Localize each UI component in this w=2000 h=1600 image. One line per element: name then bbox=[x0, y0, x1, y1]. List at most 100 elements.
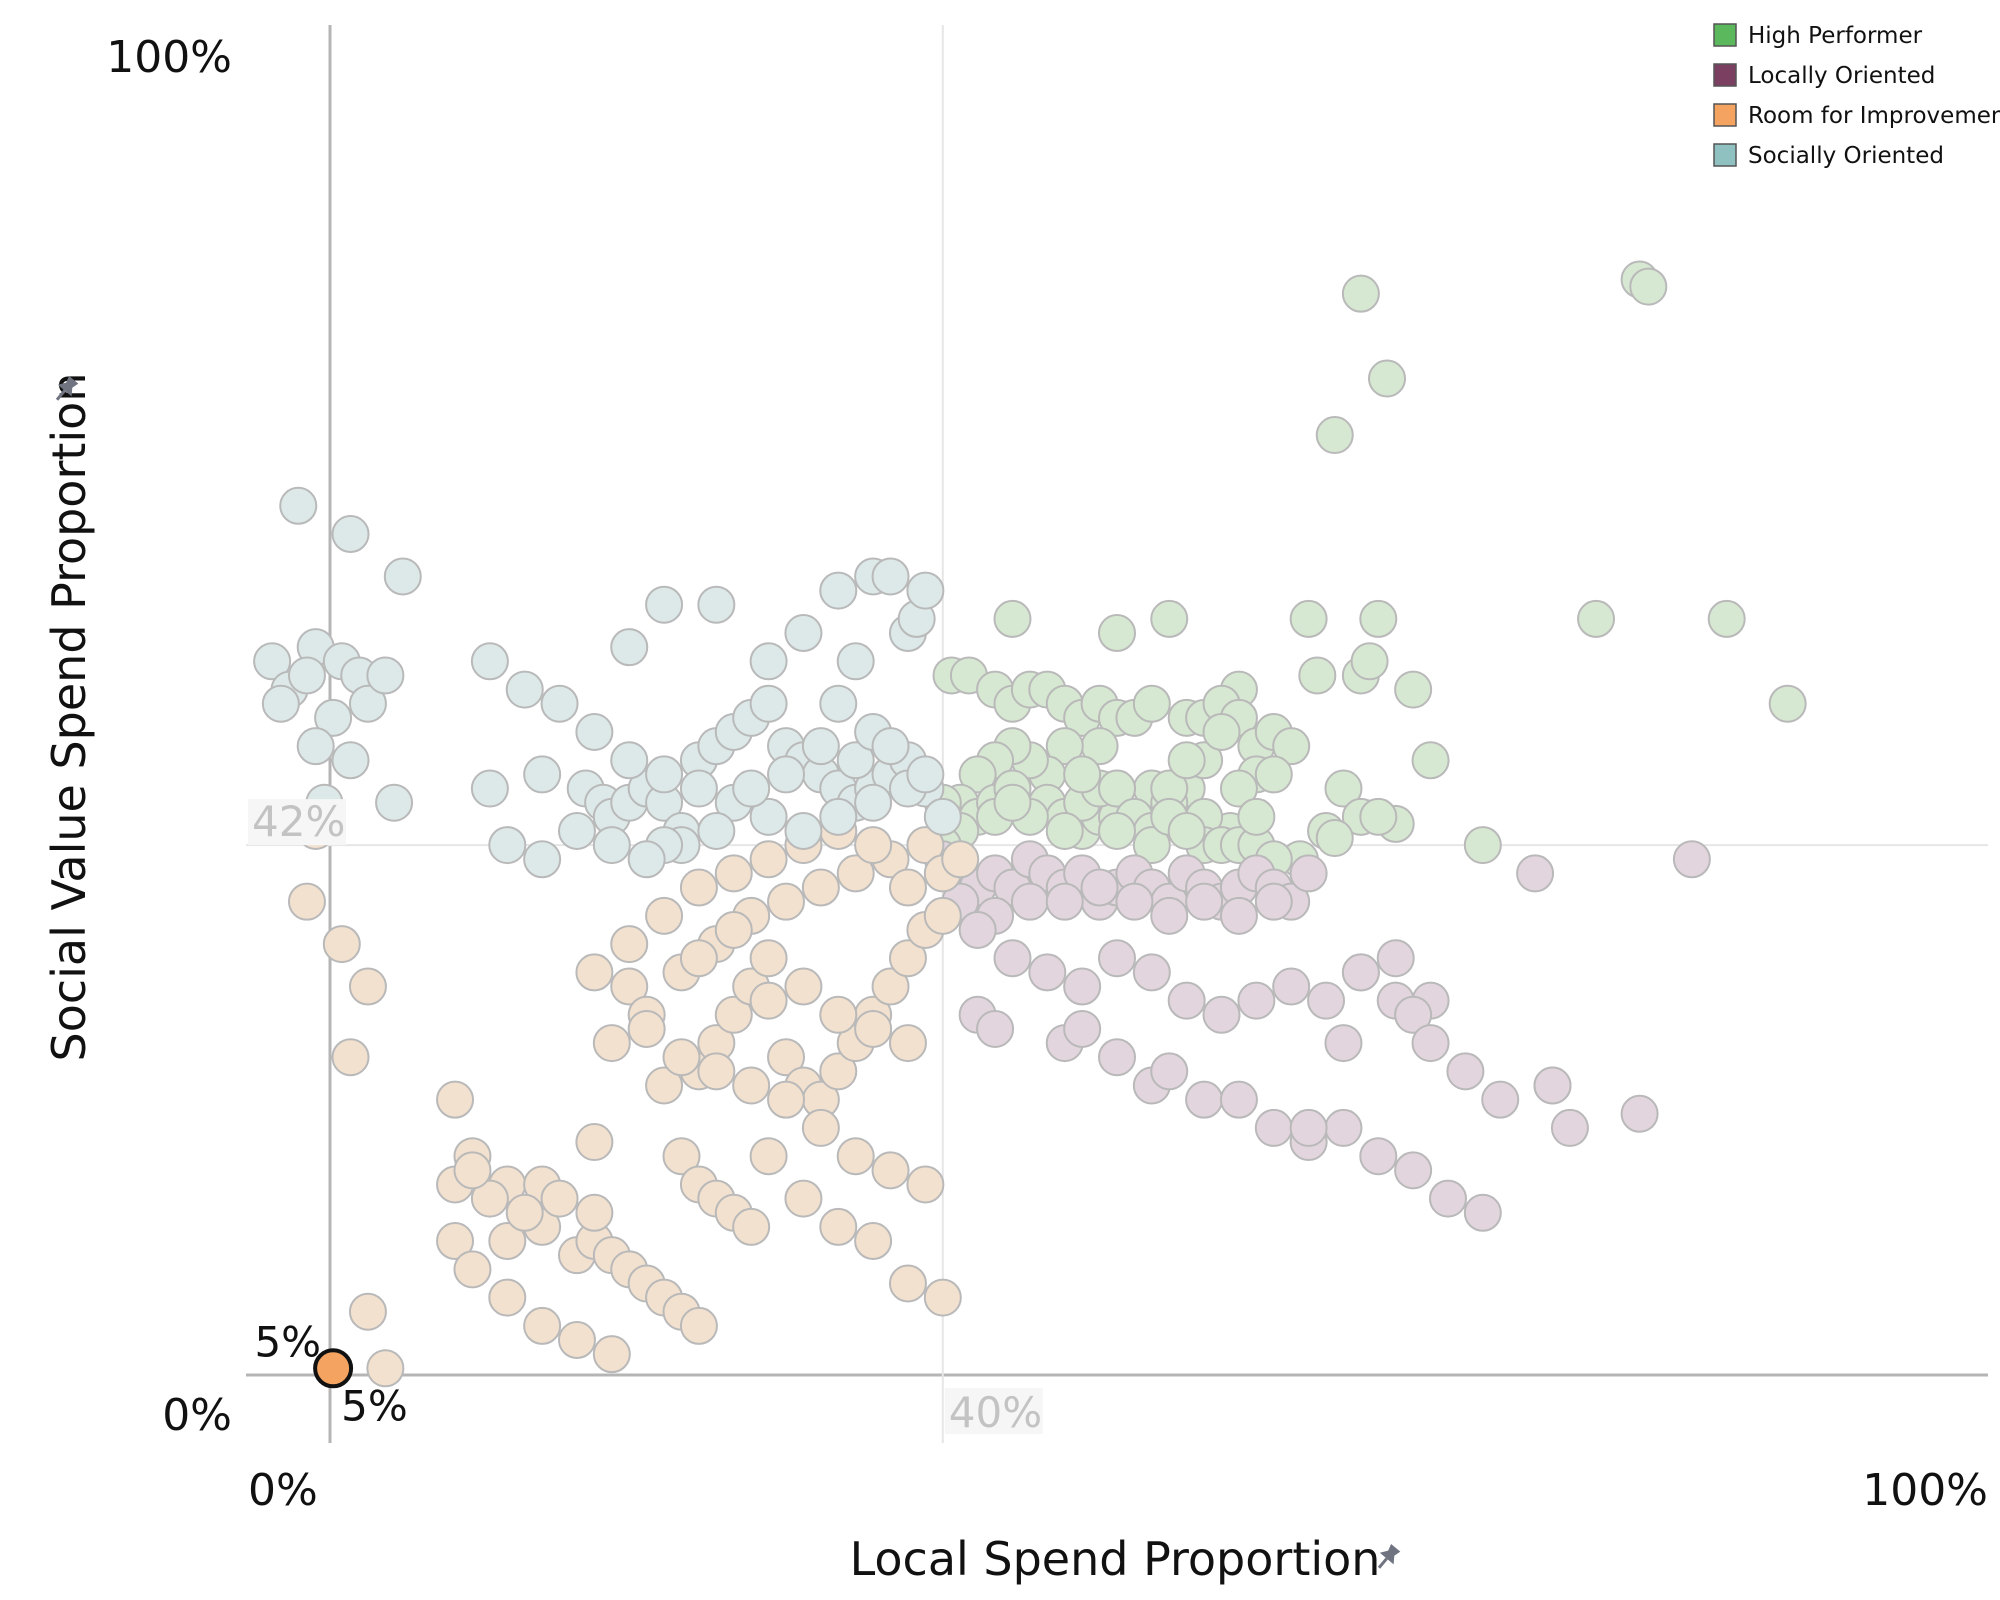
point-room-for-improvement[interactable] bbox=[436, 1222, 475, 1261]
point-room-for-improvement[interactable] bbox=[627, 1009, 666, 1048]
point-room-for-improvement[interactable] bbox=[906, 826, 945, 865]
point-room-for-improvement[interactable] bbox=[697, 1052, 736, 1091]
point-locally-oriented[interactable] bbox=[1289, 854, 1328, 893]
point-socially-oriented[interactable] bbox=[749, 642, 788, 681]
point-room-for-improvement[interactable] bbox=[645, 896, 684, 935]
point-locally-oriented[interactable] bbox=[1550, 1108, 1589, 1147]
point-room-for-improvement[interactable] bbox=[322, 925, 361, 964]
point-room-for-improvement[interactable] bbox=[854, 1222, 893, 1261]
point-socially-oriented[interactable] bbox=[287, 656, 326, 695]
point-locally-oriented[interactable] bbox=[1028, 953, 1067, 992]
point-room-for-improvement[interactable] bbox=[801, 1108, 840, 1147]
point-locally-oriented[interactable] bbox=[1063, 967, 1102, 1006]
legend-item-high-performer[interactable]: High Performer bbox=[1713, 23, 1923, 49]
point-socially-oriented[interactable] bbox=[470, 642, 509, 681]
point-room-for-improvement[interactable] bbox=[888, 1264, 927, 1303]
point-room-for-improvement[interactable] bbox=[923, 896, 962, 935]
point-room-for-improvement[interactable] bbox=[348, 967, 387, 1006]
point-socially-oriented[interactable] bbox=[732, 769, 771, 808]
point-locally-oriented[interactable] bbox=[1150, 896, 1189, 935]
point-room-for-improvement[interactable] bbox=[575, 953, 614, 992]
point-locally-oriented[interactable] bbox=[1185, 882, 1224, 921]
point-socially-oriented[interactable] bbox=[279, 486, 318, 525]
point-room-for-improvement[interactable] bbox=[784, 1179, 823, 1218]
point-room-for-improvement[interactable] bbox=[714, 854, 753, 893]
point-high-performer[interactable] bbox=[1577, 599, 1616, 638]
point-socially-oriented[interactable] bbox=[645, 755, 684, 794]
point-high-performer[interactable] bbox=[1350, 642, 1389, 681]
point-room-for-improvement[interactable] bbox=[662, 1137, 701, 1176]
point-socially-oriented[interactable] bbox=[383, 557, 422, 596]
point-room-for-improvement[interactable] bbox=[819, 1052, 858, 1091]
point-socially-oriented[interactable] bbox=[871, 727, 910, 766]
point-room-for-improvement[interactable] bbox=[749, 840, 788, 879]
point-room-for-improvement[interactable] bbox=[662, 1038, 701, 1077]
point-socially-oriented[interactable] bbox=[540, 684, 579, 723]
point-high-performer[interactable] bbox=[1167, 741, 1206, 780]
point-locally-oriented[interactable] bbox=[1080, 868, 1119, 907]
point-high-performer[interactable] bbox=[1045, 727, 1084, 766]
point-room-for-improvement[interactable] bbox=[836, 1137, 875, 1176]
point-room-for-improvement[interactable] bbox=[557, 1321, 596, 1360]
point-socially-oriented[interactable] bbox=[331, 515, 370, 554]
point-locally-oriented[interactable] bbox=[1045, 882, 1084, 921]
point-room-for-improvement[interactable] bbox=[453, 1250, 492, 1289]
point-locally-oriented[interactable] bbox=[1307, 981, 1346, 1020]
point-socially-oriented[interactable] bbox=[801, 727, 840, 766]
point-high-performer[interactable] bbox=[1167, 811, 1206, 850]
legend-item-locally-oriented[interactable]: Locally Oriented bbox=[1713, 63, 1935, 89]
point-socially-oriented[interactable] bbox=[871, 557, 910, 596]
point-room-for-improvement[interactable] bbox=[784, 967, 823, 1006]
point-room-for-improvement[interactable] bbox=[923, 1278, 962, 1317]
point-locally-oriented[interactable] bbox=[1010, 882, 1049, 921]
point-room-for-improvement[interactable] bbox=[453, 1151, 492, 1190]
point-locally-oriented[interactable] bbox=[1428, 1179, 1467, 1218]
point-locally-oriented[interactable] bbox=[1237, 981, 1276, 1020]
point-room-for-improvement[interactable] bbox=[732, 1066, 771, 1105]
point-locally-oriented[interactable] bbox=[1272, 967, 1311, 1006]
point-room-for-improvement[interactable] bbox=[679, 868, 718, 907]
point-high-performer[interactable] bbox=[1463, 826, 1502, 865]
point-room-for-improvement[interactable] bbox=[941, 840, 980, 879]
point-room-for-improvement[interactable] bbox=[871, 967, 910, 1006]
point-socially-oriented[interactable] bbox=[610, 628, 649, 667]
point-room-for-improvement[interactable] bbox=[767, 1080, 806, 1119]
point-socially-oriented[interactable] bbox=[836, 642, 875, 681]
point-socially-oriented[interactable] bbox=[557, 811, 596, 850]
point-locally-oriented[interactable] bbox=[1132, 953, 1171, 992]
point-socially-oriented[interactable] bbox=[906, 571, 945, 610]
point-high-performer[interactable] bbox=[993, 599, 1032, 638]
point-socially-oriented[interactable] bbox=[854, 783, 893, 822]
point-high-performer[interactable] bbox=[1132, 684, 1171, 723]
point-room-for-improvement[interactable] bbox=[505, 1193, 544, 1232]
x-axis-pin-icon[interactable] bbox=[1372, 1542, 1403, 1573]
point-locally-oriented[interactable] bbox=[1324, 1108, 1363, 1147]
point-room-for-improvement[interactable] bbox=[854, 826, 893, 865]
point-socially-oriented[interactable] bbox=[375, 783, 414, 822]
point-room-for-improvement[interactable] bbox=[749, 939, 788, 978]
point-high-performer[interactable] bbox=[1063, 755, 1102, 794]
point-socially-oriented[interactable] bbox=[331, 741, 370, 780]
point-socially-oriented[interactable] bbox=[592, 826, 631, 865]
point-socially-oriented[interactable] bbox=[749, 797, 788, 836]
point-locally-oriented[interactable] bbox=[1481, 1080, 1520, 1119]
point-high-performer[interactable] bbox=[1768, 684, 1807, 723]
point-socially-oriented[interactable] bbox=[645, 585, 684, 624]
point-locally-oriented[interactable] bbox=[1463, 1193, 1502, 1232]
point-socially-oriented[interactable] bbox=[253, 642, 292, 681]
point-high-performer[interactable] bbox=[1394, 670, 1433, 709]
point-high-performer[interactable] bbox=[1411, 741, 1450, 780]
point-locally-oriented[interactable] bbox=[958, 910, 997, 949]
point-high-performer[interactable] bbox=[958, 755, 997, 794]
point-locally-oriented[interactable] bbox=[1115, 882, 1154, 921]
point-socially-oriented[interactable] bbox=[627, 840, 666, 879]
point-socially-oriented[interactable] bbox=[679, 769, 718, 808]
point-room-for-improvement[interactable] bbox=[679, 1306, 718, 1345]
point-locally-oriented[interactable] bbox=[1446, 1052, 1485, 1091]
point-locally-oriented[interactable] bbox=[1289, 1108, 1328, 1147]
point-room-for-improvement[interactable] bbox=[540, 1179, 579, 1218]
point-locally-oriented[interactable] bbox=[1324, 1024, 1363, 1063]
point-room-for-improvement[interactable] bbox=[714, 995, 753, 1034]
point-socially-oriented[interactable] bbox=[923, 797, 962, 836]
point-locally-oriented[interactable] bbox=[1254, 882, 1293, 921]
